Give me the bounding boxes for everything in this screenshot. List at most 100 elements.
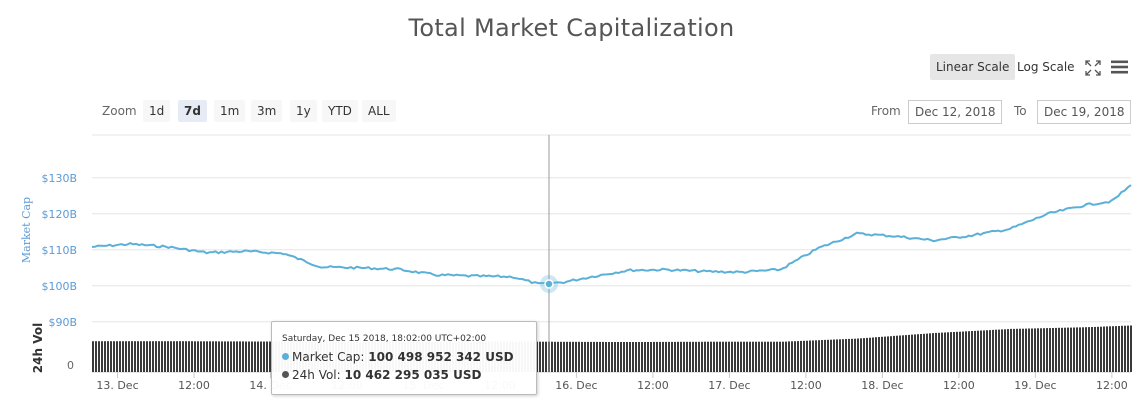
volume-bar <box>992 329 994 372</box>
volume-bar <box>863 338 865 372</box>
volume-bar <box>659 341 661 372</box>
volume-bar <box>755 341 757 372</box>
volume-bar <box>962 331 964 372</box>
y-axis-ticks: $130B $120B $110B $100B $90B <box>41 172 77 329</box>
volume-bar <box>113 341 115 372</box>
volume-bar <box>938 332 940 372</box>
volume-bar <box>950 332 952 372</box>
from-date-input[interactable]: Dec 12, 2018 <box>908 100 1003 124</box>
volume-bar <box>1094 326 1096 372</box>
volume-bar <box>611 342 613 372</box>
volume-bar <box>182 341 184 372</box>
volume-bar <box>254 341 256 372</box>
volume-bar <box>1037 328 1039 372</box>
to-date-input[interactable]: Dec 19, 2018 <box>1037 100 1132 124</box>
zoom-1m-button[interactable]: 1m <box>214 100 246 122</box>
volume-bar <box>215 341 217 372</box>
volume-bar <box>542 341 544 372</box>
volume-axis-title: 24h Vol <box>31 323 45 373</box>
volume-bar <box>104 341 106 372</box>
chart-tooltip: Saturday, Dec 15 2018, 18:02:00 UTC+02:0… <box>271 321 537 395</box>
volume-bar <box>821 340 823 372</box>
volume-bar <box>980 330 982 372</box>
volume-bar <box>917 334 919 372</box>
volume-bar <box>95 341 97 372</box>
volume-bar <box>230 341 232 372</box>
zoom-all-button[interactable]: ALL <box>362 100 396 122</box>
volume-bar <box>776 341 778 372</box>
zoom-1d-button[interactable]: 1d <box>143 100 171 122</box>
volume-bar <box>869 337 871 372</box>
volume-bar <box>836 339 838 372</box>
volume-bar <box>890 336 892 372</box>
volume-bar <box>596 341 598 372</box>
volume-bar <box>1118 326 1120 372</box>
volume-bar <box>731 341 733 372</box>
volume-bar <box>878 337 880 372</box>
x-tick-label: 12:00 <box>637 379 669 392</box>
volume-bar <box>923 333 925 372</box>
volume-bar <box>638 342 640 372</box>
zoom-ytd-button[interactable]: YTD <box>322 100 358 122</box>
volume-bar <box>263 341 265 372</box>
volume-bar <box>854 338 856 372</box>
volume-bar <box>221 341 223 372</box>
zoom-1y-button[interactable]: 1y <box>290 100 317 122</box>
y-tick-label: $120B <box>41 208 77 221</box>
volume-bar <box>539 341 541 372</box>
y-tick-label: $90B <box>48 316 77 329</box>
y-tick-label: $110B <box>41 244 77 257</box>
fullscreen-icon[interactable] <box>1085 60 1101 76</box>
volume-bar <box>803 340 805 372</box>
volume-bar <box>845 339 847 372</box>
hamburger-menu-icon[interactable] <box>1110 59 1129 75</box>
x-tick-label: 12:00 <box>1096 379 1128 392</box>
volume-bar <box>98 341 100 372</box>
volume-bar <box>1034 328 1036 372</box>
volume-bar <box>1001 329 1003 372</box>
volume-bar <box>251 341 253 372</box>
volume-bar <box>173 341 175 372</box>
volume-bar <box>785 341 787 372</box>
volume-bar <box>812 340 814 372</box>
volume-bar <box>689 341 691 372</box>
volume-bar <box>635 342 637 372</box>
volume-bar <box>155 341 157 372</box>
volume-bar <box>101 341 103 372</box>
market-cap-dot-icon <box>282 353 289 360</box>
x-tick-label: 18. Dec <box>861 379 903 392</box>
volume-bar <box>773 341 775 372</box>
zoom-7d-button[interactable]: 7d <box>178 100 207 122</box>
volume-bar <box>1112 326 1114 372</box>
volume-bar <box>584 341 586 372</box>
volume-bar <box>167 341 169 372</box>
volume-bar <box>800 340 802 372</box>
volume-bar <box>857 338 859 372</box>
volume-bar <box>908 334 910 372</box>
y-tick-label: $100B <box>41 280 77 293</box>
volume-bar <box>143 341 145 372</box>
linear-scale-button[interactable]: Linear Scale <box>930 54 1016 80</box>
zoom-3m-button[interactable]: 3m <box>251 100 283 122</box>
volume-bar <box>920 334 922 372</box>
volume-bar <box>1058 327 1060 372</box>
volume-bar <box>674 341 676 372</box>
volume-bar <box>956 331 958 372</box>
volume-bar <box>590 341 592 372</box>
volume-bar <box>572 341 574 372</box>
volume-bar <box>764 341 766 372</box>
volume-bar <box>1046 328 1048 372</box>
volume-bar <box>1007 329 1009 372</box>
volume-bar <box>641 342 643 372</box>
volume-bar <box>560 341 562 372</box>
volume-bar <box>623 342 625 372</box>
log-scale-button[interactable]: Log Scale <box>1017 60 1075 74</box>
volume-bar <box>866 337 868 372</box>
volume-bar <box>902 335 904 372</box>
volume-bar <box>134 341 136 372</box>
volume-bar <box>1079 327 1081 372</box>
volume-bar <box>1025 328 1027 372</box>
volume-bar <box>701 341 703 372</box>
volume-bar <box>632 342 634 372</box>
